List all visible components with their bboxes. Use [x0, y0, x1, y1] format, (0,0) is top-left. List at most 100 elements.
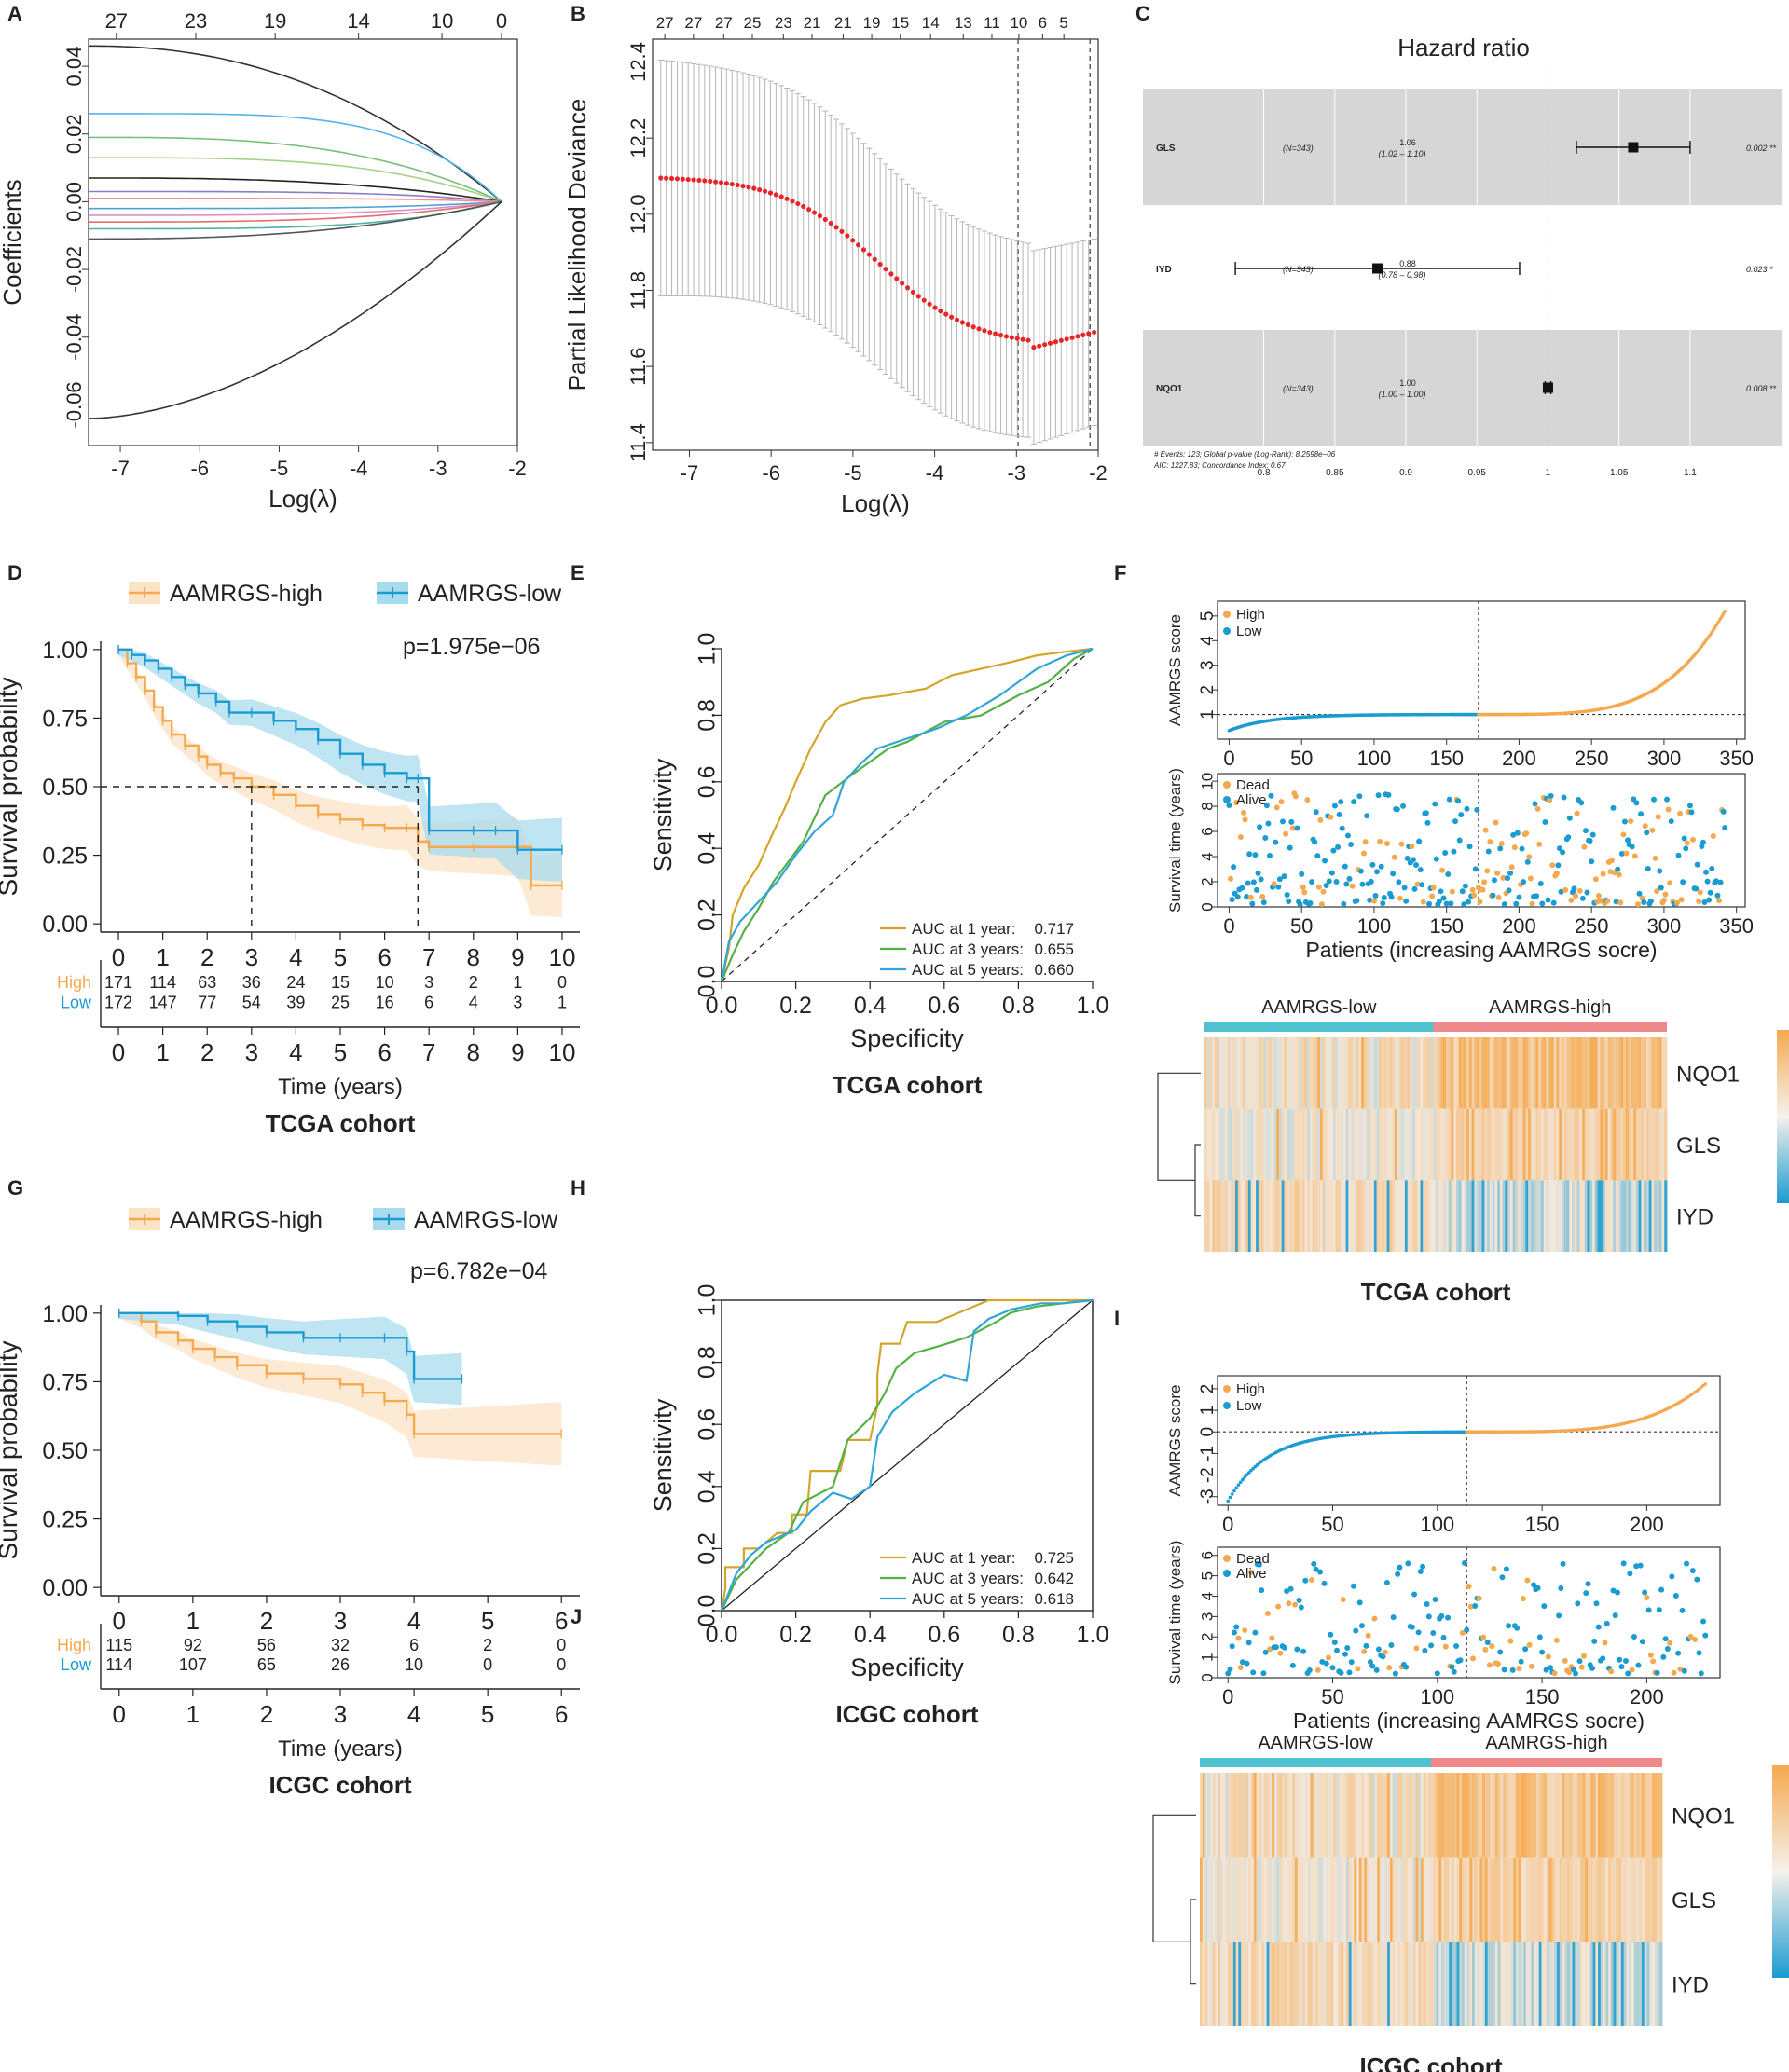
cv-mean-point	[943, 311, 949, 317]
heatmap-cell	[1487, 1180, 1491, 1252]
heatmap-cell	[1477, 1773, 1480, 1858]
heatmap-cell	[1272, 1942, 1275, 2026]
x-tick-label: 0	[112, 943, 125, 971]
heatmap-cell	[1528, 1857, 1532, 1942]
status-point-alive	[1246, 851, 1253, 858]
y-tick-label: 8	[1198, 802, 1216, 810]
score-point	[1703, 1382, 1708, 1386]
heatmap-cell	[1618, 1773, 1622, 1858]
heatmap-cell	[1220, 1773, 1224, 1858]
heatmap-cell	[1382, 1108, 1385, 1181]
heatmap-cell	[1389, 1180, 1393, 1252]
status-point-alive	[1372, 892, 1379, 899]
cv-mean-point	[822, 216, 828, 223]
status-point-dead	[1482, 827, 1489, 833]
heatmap-cell	[1251, 1942, 1255, 2026]
heatmap-cell	[1392, 1037, 1396, 1109]
heatmap-cell	[1361, 1180, 1365, 1252]
heatmap-cell	[1649, 1773, 1653, 1858]
status-point-alive	[1539, 1649, 1546, 1655]
y-tick-label: 6	[1198, 827, 1216, 835]
status-point-alive	[1681, 835, 1687, 842]
cv-mean-point	[1009, 335, 1014, 340]
heatmap-cell	[1399, 1942, 1404, 2026]
heatmap-cell	[1301, 1180, 1305, 1252]
heatmap-cell	[1631, 1773, 1635, 1858]
status-point-dead	[1413, 1645, 1420, 1652]
heatmap-cell	[1438, 1773, 1442, 1858]
heatmap-cell	[1575, 1773, 1578, 1858]
heatmap-cell	[1531, 1857, 1534, 1942]
heatmap-cell	[1556, 1037, 1560, 1109]
heatmap-cell	[1507, 1180, 1511, 1252]
heatmap-cell	[1547, 1857, 1550, 1942]
heatmap-cell	[1551, 1942, 1555, 2026]
heatmap-cell	[1356, 1108, 1359, 1181]
status-point-dead	[1362, 839, 1369, 845]
status-point-alive	[1331, 803, 1338, 809]
legend-label-high: AAMRGS-high	[170, 581, 323, 607]
status-point-alive	[1417, 867, 1424, 873]
status-point-alive	[1346, 875, 1353, 882]
heatmap-cell	[1518, 1037, 1521, 1109]
heatmap-cell	[1468, 1037, 1472, 1109]
status-point-alive	[1296, 1597, 1302, 1603]
heatmap-cell	[1633, 1942, 1637, 2026]
status-point-alive	[1651, 796, 1658, 803]
heatmap-cell	[1518, 1180, 1521, 1252]
status-point-alive	[1321, 1580, 1328, 1586]
status-point-alive	[1415, 1629, 1422, 1636]
y-tick-label: 11.6	[626, 348, 650, 386]
km-curve-low	[118, 648, 562, 851]
heatmap-cell	[1351, 1108, 1355, 1181]
heatmap-cell	[1600, 1942, 1604, 2026]
p-value-label: p=6.782e−04	[410, 1258, 547, 1284]
heatmap-cell	[1535, 1180, 1539, 1252]
heatmap-cell	[1610, 1037, 1614, 1109]
heatmap-cell	[1297, 1037, 1300, 1109]
roc-legend-auc: 0.618	[1034, 1590, 1074, 1608]
cv-mean-point	[718, 180, 724, 185]
heatmap-cell	[1535, 1108, 1539, 1181]
heatmap-cell	[1345, 1108, 1349, 1181]
x-tick-label: 250	[1575, 914, 1609, 938]
heatmap-cell	[1358, 1857, 1362, 1942]
heatmap-cell	[1259, 1942, 1262, 2026]
heatmap-cell	[1654, 1037, 1658, 1109]
status-point-alive	[1359, 881, 1366, 887]
x-axis-title: Time (years)	[278, 1736, 403, 1762]
status-point-alive	[1647, 898, 1654, 904]
status-point-alive	[1610, 804, 1617, 811]
status-point-alive	[1513, 900, 1520, 907]
y-tick-label: -0.02	[62, 246, 86, 293]
x-tick-label: 100	[1357, 914, 1392, 938]
status-point-alive	[1335, 844, 1342, 850]
heatmap-cell	[1348, 1857, 1352, 1942]
x-tick-label: -2	[1089, 461, 1108, 485]
heatmap-cell	[1562, 1180, 1565, 1252]
status-point-dead	[1429, 893, 1436, 899]
heatmap-cell	[1466, 1942, 1470, 2026]
x-tick-label: 10	[549, 943, 576, 971]
status-point-dead	[1409, 843, 1415, 849]
heatmap-cell	[1253, 1180, 1257, 1252]
x-tick-label: 100	[1420, 1685, 1454, 1708]
status-point-dead	[1283, 830, 1289, 837]
legend-marker	[1223, 796, 1231, 803]
status-point-dead	[1377, 838, 1383, 844]
heatmap-cell	[1598, 1942, 1602, 2026]
status-legend-label: Alive	[1236, 1566, 1267, 1582]
status-point-alive	[1589, 858, 1595, 865]
heatmap-cell	[1497, 1037, 1501, 1109]
heatmap-cell	[1572, 1180, 1576, 1252]
heatmap-cell	[1592, 1108, 1596, 1181]
heatmap-cell	[1543, 1037, 1547, 1109]
heatmap-cell	[1323, 1942, 1327, 2026]
coef-path-9	[89, 200, 502, 216]
heatmap-cell	[1589, 1942, 1593, 2026]
status-point-alive	[1420, 1563, 1426, 1570]
heatmap-cell	[1481, 1180, 1485, 1252]
heatmap-cell	[1512, 1108, 1516, 1181]
heatmap-cell	[1479, 1942, 1483, 2026]
heatmap-cell	[1228, 1857, 1232, 1942]
